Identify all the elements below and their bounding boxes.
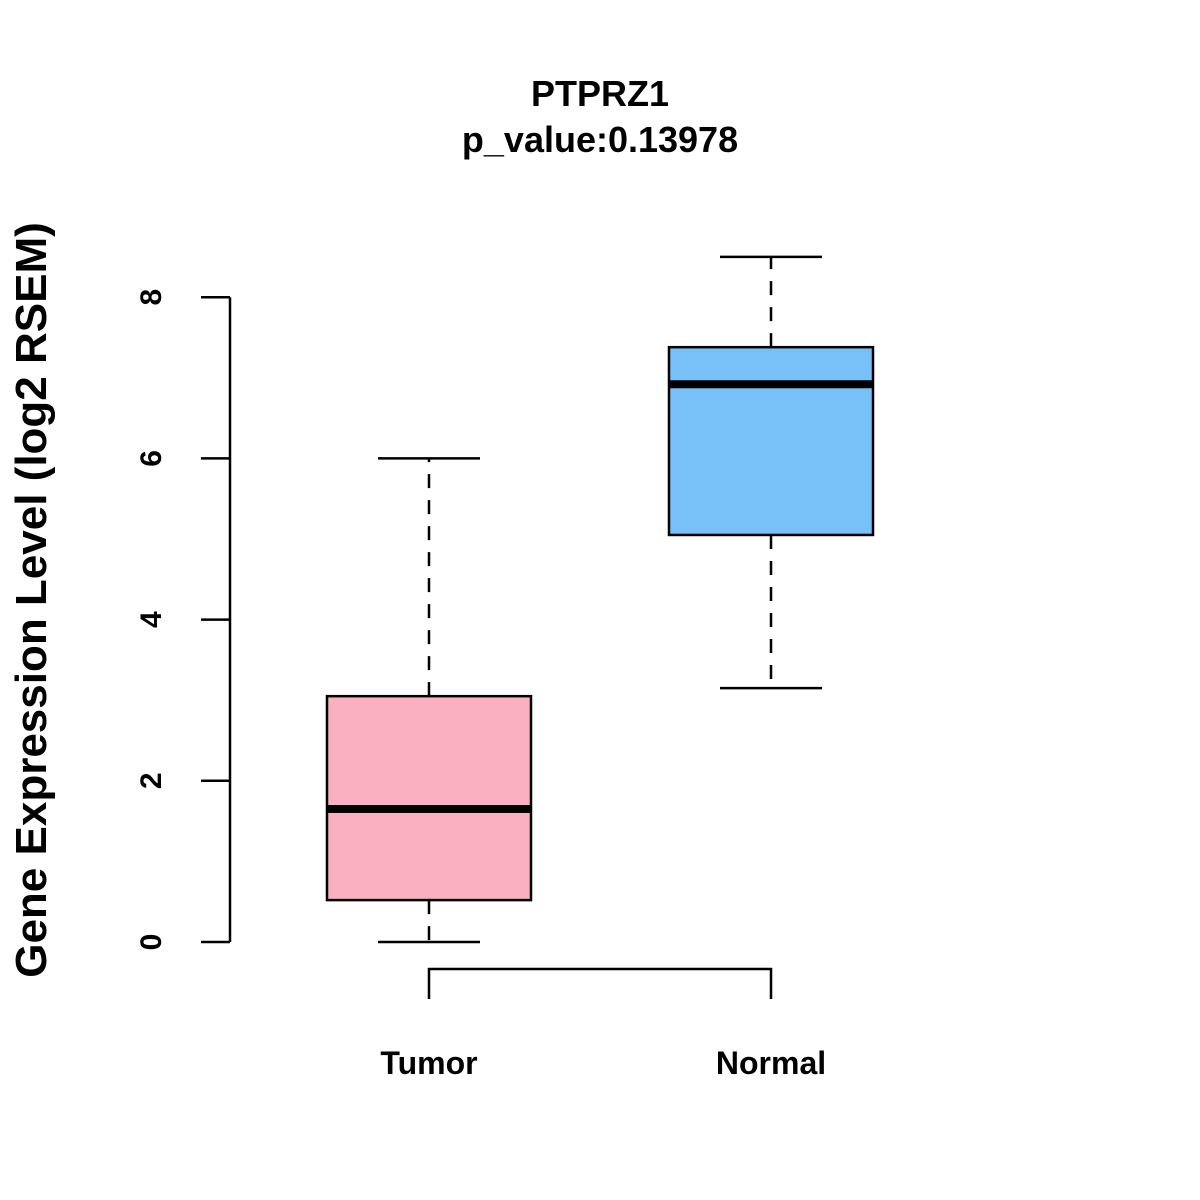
y-tick-label: 8 [135, 289, 168, 306]
y-axis: 0 2 4 6 8 [135, 289, 232, 951]
y-tick-label: 4 [135, 611, 168, 628]
x-category-label-normal: Normal [716, 1045, 826, 1081]
chart-title: PTPRZ1 [531, 73, 669, 114]
y-axis-label: Gene Expression Level (log2 RSEM) [7, 222, 56, 978]
plot-area: 0 2 4 6 8 Tumor Normal [135, 255, 875, 1081]
y-tick-label: 0 [135, 934, 168, 951]
chart-subtitle: p_value:0.13978 [462, 119, 738, 160]
comparison-bracket [427, 967, 773, 999]
box-tumor [325, 457, 533, 944]
box-iqr [667, 345, 875, 537]
y-tick-label: 6 [135, 450, 168, 467]
box-normal [667, 255, 875, 690]
x-category-label-tumor: Tumor [380, 1045, 477, 1081]
box-iqr [325, 694, 533, 902]
bracket-line [427, 967, 773, 999]
y-tick-label: 2 [135, 772, 168, 789]
